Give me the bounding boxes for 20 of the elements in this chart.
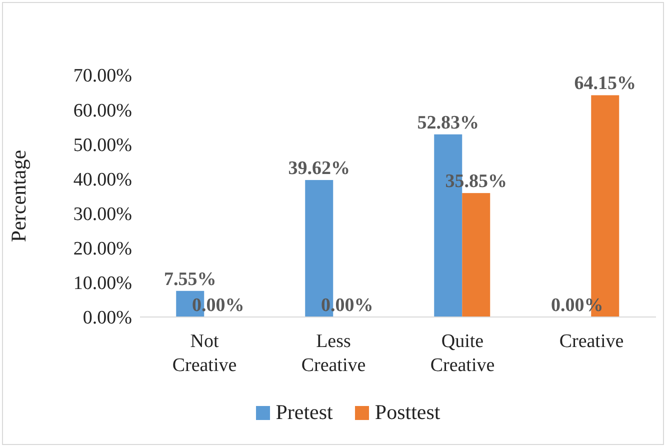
x-tick-label: Less Creative xyxy=(301,331,366,376)
bar xyxy=(462,193,490,317)
y-tick-label: 0.00% xyxy=(82,308,132,329)
legend-label: Posttest xyxy=(374,400,440,425)
data-label: 52.83% xyxy=(417,112,479,134)
x-tick-label: Quite Creative xyxy=(430,331,495,376)
data-label: 7.55% xyxy=(164,268,216,290)
y-tick-label: 50.00% xyxy=(73,134,132,156)
y-axis-title: Percentage xyxy=(6,150,30,242)
data-label: 64.15% xyxy=(574,73,636,94)
y-tick-label: 30.00% xyxy=(73,204,132,226)
x-tick-label: Creative xyxy=(559,331,624,352)
legend-label: Pretest xyxy=(276,400,333,425)
y-tick-label: 20.00% xyxy=(73,238,132,260)
y-tick-label: 40.00% xyxy=(73,169,132,190)
y-tick-label: 60.00% xyxy=(73,100,132,122)
y-tick-label: 10.00% xyxy=(73,273,132,294)
y-tick-label: 70.00% xyxy=(73,66,132,87)
x-tick-label: Not Creative xyxy=(172,331,237,376)
data-label: 39.62% xyxy=(288,158,350,180)
